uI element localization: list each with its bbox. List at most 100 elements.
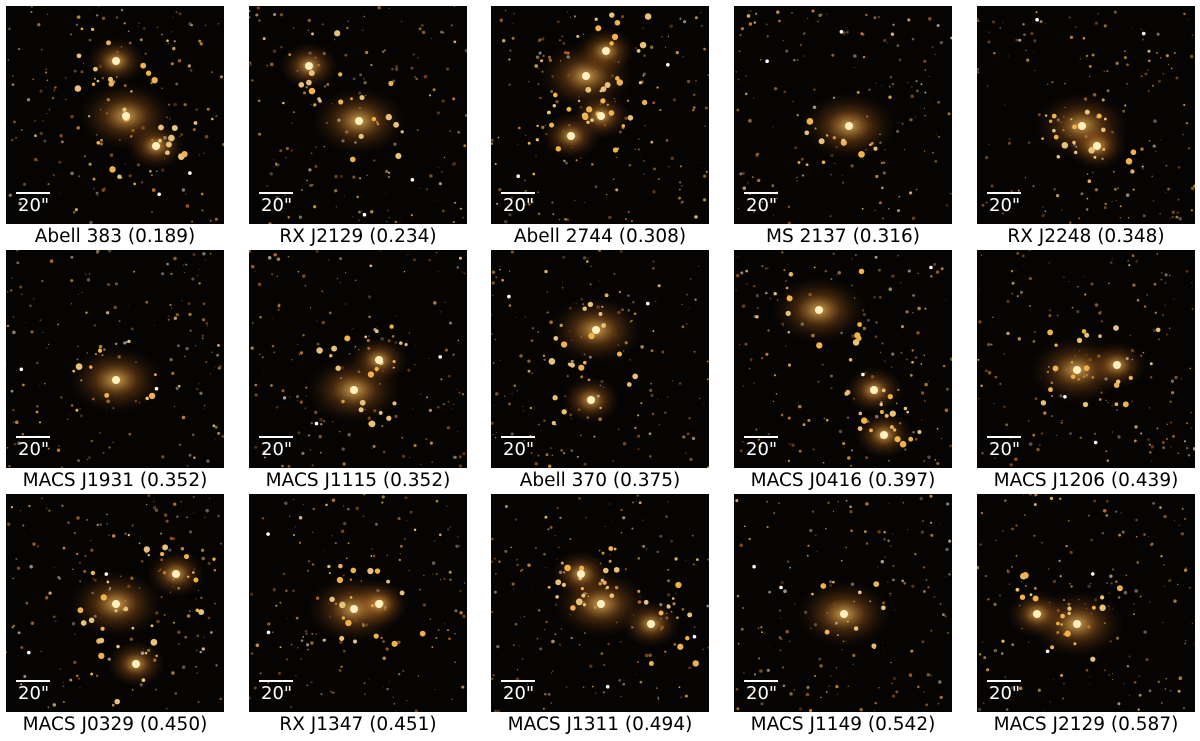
- cluster-caption: Abell 2744 (0.308): [485, 225, 715, 249]
- scale-bar-line: [259, 680, 293, 682]
- cluster-panel: 20" RX J2248 (0.348): [977, 6, 1195, 250]
- cluster-caption: MS 2137 (0.316): [728, 225, 958, 249]
- cluster-panel: 20" MACS J1149 (0.542): [734, 494, 952, 738]
- scale-bar: 20": [987, 192, 1021, 222]
- scale-bar: 20": [501, 192, 535, 222]
- scale-bar-line: [744, 680, 778, 682]
- cluster-redshift: (0.439): [1110, 470, 1179, 491]
- cluster-caption: RX J1347 (0.451): [243, 713, 473, 737]
- cluster-image: 20": [6, 6, 224, 224]
- cluster-image: 20": [491, 6, 709, 224]
- cluster-caption: MACS J0329 (0.450): [0, 713, 230, 737]
- scale-bar: 20": [744, 436, 778, 466]
- scale-bar-label: 20": [989, 439, 1021, 460]
- cluster-name: MACS J2129: [993, 714, 1106, 735]
- cluster-panel: 20" MACS J1311 (0.494): [491, 494, 709, 738]
- scale-bar: 20": [16, 680, 50, 710]
- cluster-image: 20": [734, 494, 952, 712]
- scale-bar-label: 20": [746, 195, 778, 216]
- cluster-redshift: (0.189): [127, 226, 196, 247]
- scale-bar-line: [501, 192, 535, 194]
- scale-bar: 20": [259, 192, 293, 222]
- scale-bar-label: 20": [261, 683, 293, 704]
- cluster-name: MACS J1311: [507, 714, 620, 735]
- cluster-name: Abell 2744: [513, 226, 613, 247]
- scale-bar-label: 20": [18, 683, 50, 704]
- cluster-panel: 20" Abell 2744 (0.308): [491, 6, 709, 250]
- cluster-panel: 20" RX J1347 (0.451): [249, 494, 467, 738]
- cluster-caption: MACS J1206 (0.439): [971, 469, 1200, 493]
- cluster-redshift: (0.352): [382, 470, 451, 491]
- cluster-redshift: (0.348): [1097, 226, 1165, 247]
- cluster-image: 20": [734, 6, 952, 224]
- scale-bar-label: 20": [503, 195, 535, 216]
- cluster-redshift: (0.375): [612, 470, 681, 491]
- cluster-redshift: (0.352): [139, 470, 208, 491]
- scale-bar: 20": [259, 436, 293, 466]
- cluster-caption: MACS J2129 (0.587): [971, 713, 1200, 737]
- cluster-image: 20": [249, 494, 467, 712]
- cluster-panel: 20" MACS J1931 (0.352): [6, 250, 224, 494]
- scale-bar-line: [16, 192, 50, 194]
- scale-bar-line: [987, 192, 1021, 194]
- cluster-redshift: (0.397): [867, 470, 936, 491]
- cluster-redshift: (0.450): [139, 714, 208, 735]
- cluster-name: RX J1347: [279, 714, 364, 735]
- cluster-panel: 20" MACS J1115 (0.352): [249, 250, 467, 494]
- cluster-image: 20": [491, 250, 709, 468]
- scale-bar-line: [16, 436, 50, 438]
- cluster-image: 20": [6, 250, 224, 468]
- cluster-redshift: (0.316): [852, 226, 920, 247]
- cluster-panel: 20" Abell 383 (0.189): [6, 6, 224, 250]
- cluster-image: 20": [977, 250, 1195, 468]
- scale-bar-label: 20": [503, 439, 535, 460]
- cluster-redshift: (0.308): [618, 226, 687, 247]
- cluster-caption: MACS J0416 (0.397): [728, 469, 958, 493]
- cluster-caption: RX J2129 (0.234): [243, 225, 473, 249]
- cluster-name: MACS J1149: [750, 714, 863, 735]
- cluster-image: 20": [249, 6, 467, 224]
- cluster-panel: 20" MS 2137 (0.316): [734, 6, 952, 250]
- cluster-name: Abell 383: [34, 226, 122, 247]
- cluster-caption: MACS J1115 (0.352): [243, 469, 473, 493]
- cluster-panel: 20" MACS J1206 (0.439): [977, 250, 1195, 494]
- cluster-caption: Abell 383 (0.189): [0, 225, 230, 249]
- scale-bar: 20": [987, 680, 1021, 710]
- cluster-image: 20": [977, 494, 1195, 712]
- scale-bar: 20": [987, 436, 1021, 466]
- cluster-panel: 20" MACS J0329 (0.450): [6, 494, 224, 738]
- cluster-name: MACS J1206: [993, 470, 1106, 491]
- cluster-caption: MACS J1311 (0.494): [485, 713, 715, 737]
- cluster-image: 20": [734, 250, 952, 468]
- scale-bar: 20": [744, 680, 778, 710]
- scale-bar-line: [987, 436, 1021, 438]
- scale-bar-line: [16, 680, 50, 682]
- cluster-redshift: (0.587): [1110, 714, 1179, 735]
- cluster-redshift: (0.542): [867, 714, 936, 735]
- cluster-caption: MACS J1149 (0.542): [728, 713, 958, 737]
- scale-bar: 20": [16, 436, 50, 466]
- scale-bar-line: [987, 680, 1021, 682]
- scale-bar-line: [259, 192, 293, 194]
- cluster-name: Abell 370: [519, 470, 607, 491]
- cluster-image: 20": [249, 250, 467, 468]
- scale-bar-line: [744, 192, 778, 194]
- cluster-redshift: (0.234): [369, 226, 437, 247]
- scale-bar: 20": [16, 192, 50, 222]
- scale-bar-line: [259, 436, 293, 438]
- scale-bar-label: 20": [18, 439, 50, 460]
- scale-bar-label: 20": [989, 195, 1021, 216]
- scale-bar-label: 20": [261, 195, 293, 216]
- cluster-caption: MACS J1931 (0.352): [0, 469, 230, 493]
- cluster-name: MACS J0329: [22, 714, 135, 735]
- scale-bar: 20": [744, 192, 778, 222]
- scale-bar-label: 20": [989, 683, 1021, 704]
- cluster-name: RX J2248: [1007, 226, 1092, 247]
- cluster-panel: 20" RX J2129 (0.234): [249, 6, 467, 250]
- cluster-caption: Abell 370 (0.375): [485, 469, 715, 493]
- scale-bar-label: 20": [746, 683, 778, 704]
- cluster-name: MACS J1931: [22, 470, 135, 491]
- cluster-redshift: (0.494): [624, 714, 693, 735]
- cluster-panel: 20" Abell 370 (0.375): [491, 250, 709, 494]
